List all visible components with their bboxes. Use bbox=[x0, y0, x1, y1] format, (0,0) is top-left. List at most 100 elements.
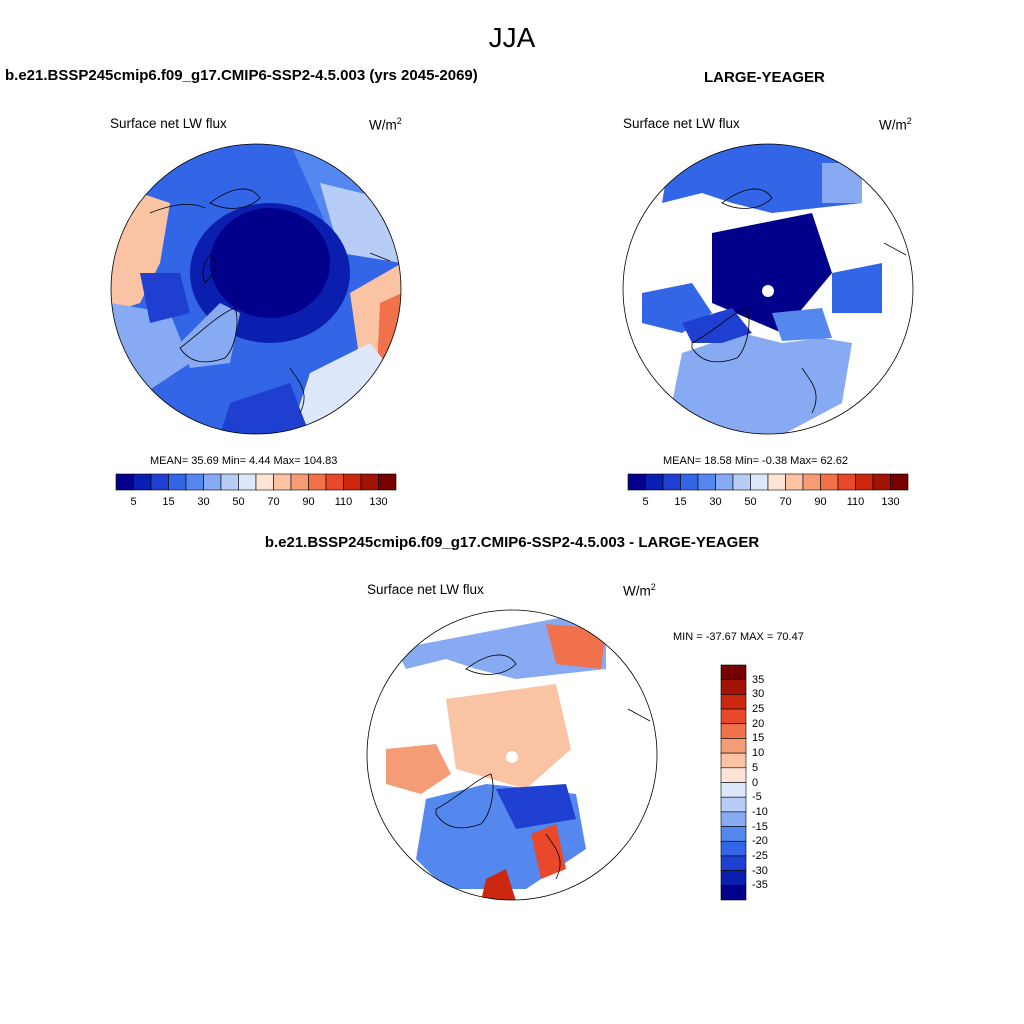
colorbar-swatch bbox=[820, 473, 839, 491]
colorbar-tick-label: 25 bbox=[752, 703, 765, 716]
polar-map-model bbox=[110, 143, 402, 435]
colorbar-swatch bbox=[720, 870, 747, 886]
colorbar-tick-label: -5 bbox=[752, 791, 762, 804]
colorbar-tick-label: 50 bbox=[232, 496, 245, 508]
colorbar-tick-label: 0 bbox=[752, 776, 759, 789]
colorbar-swatch bbox=[720, 679, 747, 695]
colorbar-swatch bbox=[720, 782, 747, 798]
colorbar-swatch bbox=[720, 767, 747, 783]
colorbar-swatch bbox=[150, 473, 169, 491]
colorbar-tick-label: -25 bbox=[752, 849, 768, 862]
colorbar-swatch bbox=[720, 694, 747, 710]
colorbar-swatch bbox=[720, 855, 747, 871]
colorbar-ticks: 5 15 30 50 70 90 110 130 bbox=[628, 496, 908, 510]
colorbar-swatch bbox=[203, 473, 222, 491]
colorbar-swatch bbox=[837, 473, 856, 491]
colorbar-tick-label: -10 bbox=[752, 805, 768, 818]
colorbar-tick-label: 30 bbox=[197, 496, 210, 508]
colorbar-swatch bbox=[802, 473, 821, 491]
colorbar-absolute-obs bbox=[627, 473, 909, 491]
colorbar-swatch bbox=[185, 473, 204, 491]
colorbar-swatch bbox=[220, 473, 239, 491]
colorbar-swatch bbox=[115, 473, 134, 491]
colorbar-swatch bbox=[378, 473, 397, 491]
colorbar-tick-label: 15 bbox=[752, 732, 765, 745]
colorbar-tick-label: 130 bbox=[881, 496, 900, 508]
colorbar-swatch bbox=[720, 796, 747, 813]
colorbar-swatch bbox=[890, 473, 909, 491]
colorbar-ticks: 5 15 30 50 70 90 110 130 bbox=[116, 496, 396, 510]
colorbar-swatch bbox=[720, 723, 747, 739]
colorbar-tick-label: 70 bbox=[267, 496, 280, 508]
colorbar-swatch bbox=[238, 473, 257, 491]
stats-line: MIN = -37.67 MAX = 70.47 bbox=[673, 631, 804, 643]
colorbar-swatch bbox=[720, 826, 747, 842]
colorbar-swatch bbox=[680, 473, 699, 491]
panel-title-obs: LARGE-YEAGER bbox=[704, 69, 825, 86]
colorbar-swatch bbox=[750, 473, 769, 491]
colorbar-tick-label: 30 bbox=[752, 688, 765, 701]
units-label: W/m2 bbox=[879, 116, 912, 133]
panel-title-model: b.e21.BSSP245cmip6.f09_g17.CMIP6-SSP2-4.… bbox=[5, 67, 478, 84]
colorbar-tick-label: 30 bbox=[709, 496, 722, 508]
colorbar-swatch bbox=[290, 473, 309, 491]
colorbar-swatch bbox=[872, 473, 891, 491]
field-label: Surface net LW flux bbox=[623, 116, 740, 131]
colorbar-swatch bbox=[697, 473, 716, 491]
colorbar-tick-label: 5 bbox=[130, 496, 137, 508]
colorbar-swatch bbox=[662, 473, 681, 491]
colorbar-tick-label: 130 bbox=[369, 496, 388, 508]
colorbar-tick-label: 10 bbox=[752, 747, 765, 760]
colorbar-swatch bbox=[273, 473, 292, 491]
colorbar-tick-label: 50 bbox=[744, 496, 757, 508]
colorbar-tick-label: 70 bbox=[779, 496, 792, 508]
units-label: W/m2 bbox=[369, 116, 402, 133]
colorbar-swatch bbox=[720, 708, 747, 725]
colorbar-tick-label: 90 bbox=[302, 496, 315, 508]
colorbar-swatch bbox=[720, 752, 747, 769]
colorbar-tick-label: -15 bbox=[752, 820, 768, 833]
colorbar-tick-label: -35 bbox=[752, 879, 768, 892]
field-label: Surface net LW flux bbox=[110, 116, 227, 131]
colorbar-swatch bbox=[732, 473, 751, 491]
colorbar-swatch bbox=[360, 473, 379, 491]
colorbar-swatch bbox=[168, 473, 187, 491]
panel-title-difference: b.e21.BSSP245cmip6.f09_g17.CMIP6-SSP2-4.… bbox=[264, 534, 760, 551]
colorbar-swatch bbox=[255, 473, 274, 491]
stats-line: MEAN= 35.69 Min= 4.44 Max= 104.83 bbox=[150, 455, 338, 467]
colorbar-swatch bbox=[133, 473, 152, 491]
colorbar-tick-label: 15 bbox=[162, 496, 175, 508]
colorbar-swatch bbox=[325, 473, 344, 491]
colorbar-tick-label: -20 bbox=[752, 835, 768, 848]
colorbar-swatch bbox=[720, 664, 747, 680]
colorbar-swatch bbox=[720, 840, 747, 857]
field-label: Surface net LW flux bbox=[367, 582, 484, 597]
colorbar-swatch bbox=[645, 473, 664, 491]
units-label: W/m2 bbox=[623, 582, 656, 599]
colorbar-swatch bbox=[785, 473, 804, 491]
colorbar-tick-label: 110 bbox=[334, 496, 353, 508]
colorbar-tick-label: -30 bbox=[752, 864, 768, 877]
polar-map-difference bbox=[366, 609, 658, 901]
polar-map-obs bbox=[622, 143, 914, 435]
colorbar-swatch bbox=[343, 473, 362, 491]
figure-season-title: JJA bbox=[488, 22, 536, 53]
colorbar-tick-label: 90 bbox=[814, 496, 827, 508]
colorbar-swatch bbox=[855, 473, 874, 491]
colorbar-swatch bbox=[715, 473, 734, 491]
colorbar-tick-label: 110 bbox=[846, 496, 865, 508]
colorbar-swatch bbox=[720, 811, 747, 827]
colorbar-tick-label: 5 bbox=[752, 761, 759, 774]
colorbar-difference bbox=[720, 664, 747, 901]
colorbar-absolute-model bbox=[115, 473, 397, 491]
colorbar-swatch bbox=[767, 473, 786, 491]
colorbar-swatch bbox=[308, 473, 327, 491]
colorbar-tick-label: 20 bbox=[752, 717, 765, 730]
colorbar-swatch bbox=[720, 738, 747, 754]
colorbar-swatch bbox=[720, 885, 747, 901]
stats-line: MEAN= 18.58 Min= -0.38 Max= 62.62 bbox=[663, 455, 848, 467]
colorbar-tick-label: 15 bbox=[674, 496, 687, 508]
colorbar-ticks: 35 30 25 20 15 10 5 0 -5 -10 -15 -20 -25 -30 -35 bbox=[752, 665, 792, 900]
colorbar-tick-label: 5 bbox=[642, 496, 649, 508]
colorbar-tick-label: 35 bbox=[752, 673, 765, 686]
